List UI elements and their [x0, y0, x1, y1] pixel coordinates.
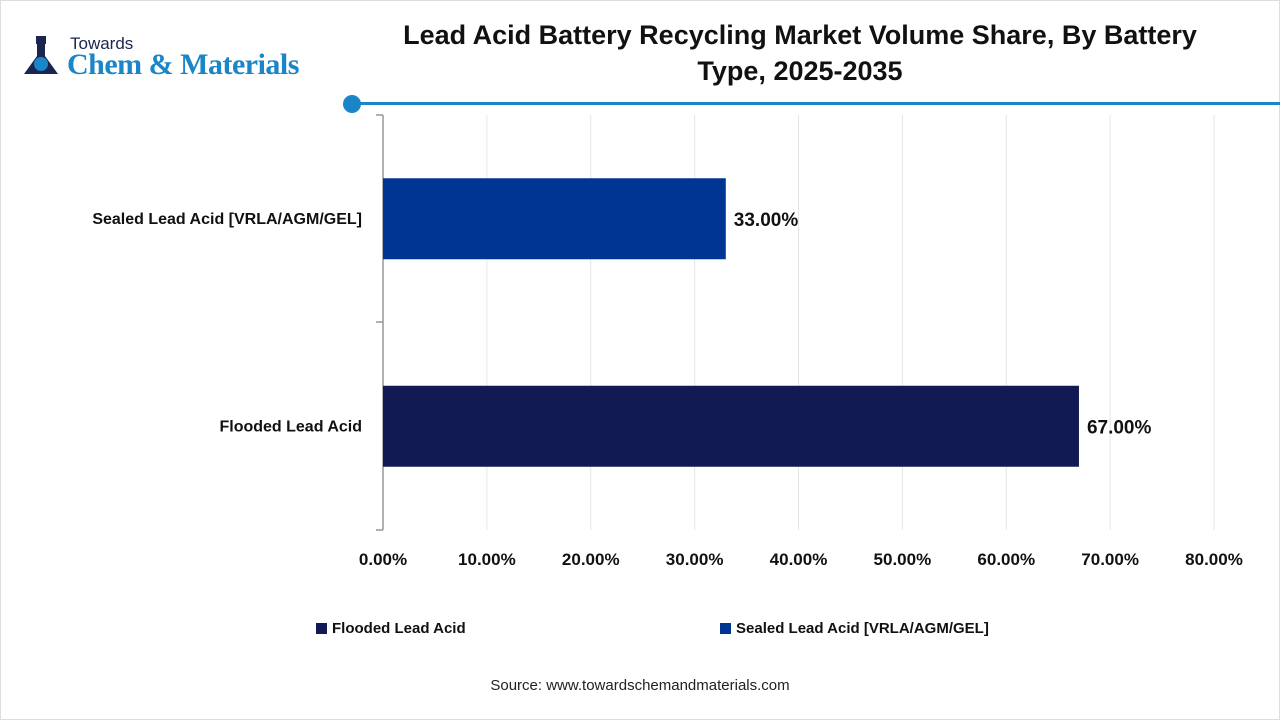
logo: Towards Chem & Materials: [22, 34, 299, 84]
legend-label: Flooded Lead Acid: [332, 620, 466, 637]
x-tick-label: 80.00%: [1185, 550, 1243, 569]
x-tick-label: 20.00%: [562, 550, 620, 569]
y-category-label: Flooded Lead Acid: [219, 418, 362, 435]
title-underline: [352, 102, 1280, 105]
x-tick-label: 40.00%: [770, 550, 828, 569]
x-tick-label: 70.00%: [1081, 550, 1139, 569]
legend-item-sealed: Sealed Lead Acid [VRLA/AGM/GEL]: [720, 620, 989, 637]
flask-icon: [24, 36, 58, 74]
logo-top-text: Towards: [70, 34, 134, 53]
x-tick-label: 50.00%: [874, 550, 932, 569]
y-category-label: Sealed Lead Acid [VRLA/AGM/GEL]: [92, 211, 362, 228]
bar: [383, 178, 726, 260]
logo-main-text: Chem & Materials: [67, 48, 299, 81]
legend-label: Sealed Lead Acid [VRLA/AGM/GEL]: [736, 620, 989, 637]
x-tick-label: 30.00%: [666, 550, 724, 569]
x-tick-label: 10.00%: [458, 550, 516, 569]
legend-item-flooded: Flooded Lead Acid: [316, 620, 466, 637]
bar: [383, 385, 1079, 467]
data-label: 33.00%: [734, 210, 799, 231]
x-tick-label: 0.00%: [359, 550, 407, 569]
legend-swatch: [316, 623, 327, 634]
x-tick-label: 60.00%: [977, 550, 1035, 569]
legend-swatch: [720, 623, 731, 634]
chart-title: Lead Acid Battery Recycling Market Volum…: [403, 20, 1197, 86]
data-label: 67.00%: [1087, 417, 1152, 438]
title-dot: [343, 95, 361, 113]
source-text: Source: www.towardschemandmaterials.com: [490, 677, 790, 694]
